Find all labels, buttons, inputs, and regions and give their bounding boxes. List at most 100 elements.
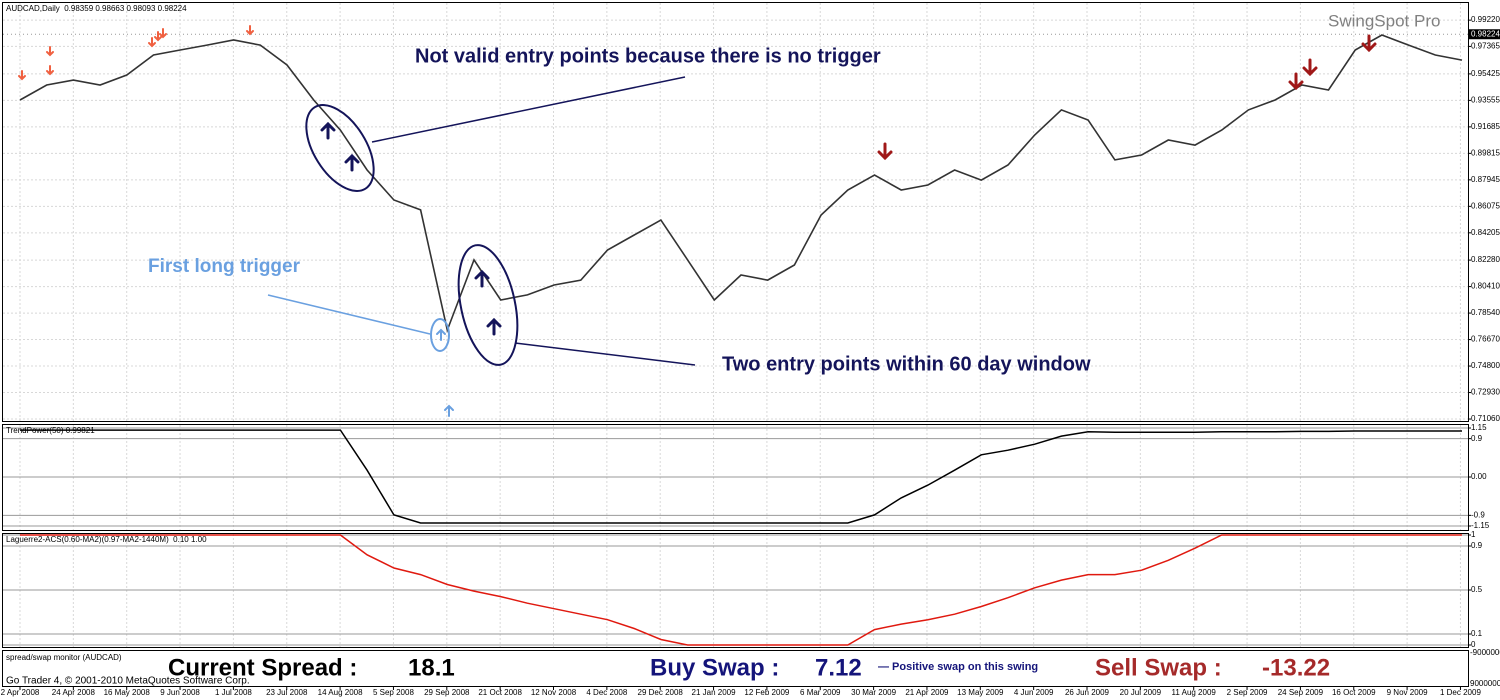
x-tick-label: 26 Jun 2009 xyxy=(1065,688,1110,697)
y-tick-label: 0.74800 xyxy=(1471,361,1500,370)
sell-arrow xyxy=(1361,34,1377,53)
y-tick-label: 0.93555 xyxy=(1471,95,1500,104)
y-tick-label: -1.15 xyxy=(1471,521,1490,530)
swap-axis-label: -9000000 xyxy=(1470,648,1500,657)
x-tick-label: 23 Jul 2008 xyxy=(266,688,308,697)
indicator-line xyxy=(20,534,1462,646)
y-tick-label: 0 xyxy=(1471,640,1476,649)
x-tick-label: 14 Aug 2008 xyxy=(318,688,363,697)
pointer xyxy=(267,294,431,335)
y-tick-label: 0.97365 xyxy=(1471,42,1500,51)
sell-arrow xyxy=(46,65,54,76)
x-tick-label: 21 Apr 2009 xyxy=(905,688,949,697)
buy-arrow xyxy=(486,317,502,336)
x-tick-label: 21 Jan 2009 xyxy=(692,688,737,697)
y-tick-label: 0.99220 xyxy=(1471,15,1500,24)
y-tick-label: 0.71060 xyxy=(1471,414,1500,423)
sell-arrow xyxy=(246,25,254,36)
x-tick-label: 12 Nov 2008 xyxy=(531,688,577,697)
swap-panel xyxy=(2,650,1469,687)
y-tick-label: 0.84205 xyxy=(1471,228,1500,237)
x-tick-label: 9 Nov 2009 xyxy=(1387,688,1428,697)
x-tick-label: 2 Apr 2008 xyxy=(1,688,40,697)
y-tick-label: 0.87945 xyxy=(1471,175,1500,184)
watermark: SwingSpot Pro xyxy=(1328,11,1440,30)
buy-arrow xyxy=(320,121,336,140)
x-tick-label: 9 Jun 2008 xyxy=(160,688,200,697)
buy-arrow xyxy=(444,404,454,417)
sell-arrow xyxy=(148,37,156,48)
sell-arrow xyxy=(1302,58,1318,77)
marks: 0.98224 xyxy=(3,29,1500,646)
x-tick-label: 29 Sep 2008 xyxy=(424,688,470,697)
trend-header: TrendPower(50) 0.99821 xyxy=(6,426,95,435)
y-tick-label: 0.76670 xyxy=(1471,335,1500,344)
ellipse xyxy=(430,318,450,352)
x-tick-label: 1 Dec 2009 xyxy=(1440,688,1481,697)
buy-swap-value: 7.12 xyxy=(815,654,862,681)
price-panel xyxy=(2,2,1469,422)
price-header: AUDCAD,Daily 0.98359 0.98663 0.98093 0.9… xyxy=(6,4,187,13)
sell-swap-label: Sell Swap : xyxy=(1095,654,1222,681)
buy-arrow xyxy=(344,153,360,172)
y-tick-label: 0.9 xyxy=(1471,434,1483,443)
x-tick-label: 20 Jul 2009 xyxy=(1120,688,1162,697)
buy-arrow xyxy=(474,269,490,288)
signal-arrows xyxy=(18,25,1377,417)
x-tick-label: 24 Apr 2008 xyxy=(52,688,96,697)
copyright: Go Trader 4, © 2001-2010 MetaQuotes Soft… xyxy=(6,676,250,687)
y-tick-label: 0.95425 xyxy=(1471,69,1500,78)
buy-swap-label: Buy Swap : xyxy=(650,654,779,681)
annotation: First long trigger xyxy=(148,256,301,277)
sell-arrow xyxy=(46,46,54,57)
y-tick-label: 1.15 xyxy=(1471,423,1487,432)
x-tick-label: 12 Feb 2009 xyxy=(744,688,789,697)
x-tick-label: 21 Oct 2008 xyxy=(478,688,522,697)
indicator-line xyxy=(20,429,1462,524)
price-line xyxy=(19,34,1463,333)
y-tick-label: 0.00 xyxy=(1471,472,1487,481)
sell-arrow xyxy=(1288,72,1304,91)
y-tick-label: 0.1 xyxy=(1471,629,1483,638)
y-tick-label: 0.82280 xyxy=(1471,255,1500,264)
x-tick-label: 24 Sep 2009 xyxy=(1278,688,1324,697)
swap-header: spread/swap monitor (AUDCAD) xyxy=(6,653,122,662)
sell-arrow xyxy=(18,70,26,81)
sell-arrow xyxy=(154,31,162,42)
y-tick-label: 0.80410 xyxy=(1471,282,1500,291)
sell-arrow xyxy=(159,28,167,39)
y-tick-label: 0.86075 xyxy=(1471,201,1500,210)
ellipse xyxy=(305,104,375,192)
sell-arrow xyxy=(877,142,893,161)
spread-value: 18.1 xyxy=(408,654,455,681)
last-price-box xyxy=(1469,29,1500,40)
x-tick-label: 16 Oct 2009 xyxy=(1332,688,1376,697)
y-tick-label: 0.78540 xyxy=(1471,308,1500,317)
x-tick-label: 13 May 2009 xyxy=(957,688,1004,697)
y-tick-label: -0.9 xyxy=(1471,510,1485,519)
x-tick-label: 2 Sep 2009 xyxy=(1227,688,1268,697)
swap-axis-label: 9000000 xyxy=(1470,679,1500,688)
y-tick-label: 0.72930 xyxy=(1471,388,1500,397)
x-tick-label: 4 Jun 2009 xyxy=(1014,688,1054,697)
y-tick-label: 1 xyxy=(1471,530,1476,539)
annotation: Not valid entry points because there is … xyxy=(415,45,881,67)
x-tick-label: 1 Jul 2008 xyxy=(215,688,252,697)
spread-label: Current Spread : xyxy=(168,654,357,681)
x-tick-label: 5 Sep 2008 xyxy=(373,688,414,697)
y-tick-label: 0.91685 xyxy=(1471,122,1500,131)
x-tick-label: 6 Mar 2009 xyxy=(800,688,841,697)
y-tick-label: 0.89815 xyxy=(1471,148,1500,157)
pointer xyxy=(371,76,686,143)
x-tick-label: 4 Dec 2008 xyxy=(586,688,627,697)
buy-swap-note: — Positive swap on this swing xyxy=(878,661,1038,673)
x-tick-label: 29 Dec 2008 xyxy=(638,688,684,697)
pointer xyxy=(514,342,696,366)
annotation-shapes xyxy=(267,76,696,366)
y-tick-label: 0.5 xyxy=(1471,585,1483,594)
annotation: Two entry points within 60 day window xyxy=(722,353,1091,375)
ellipse xyxy=(457,244,519,366)
